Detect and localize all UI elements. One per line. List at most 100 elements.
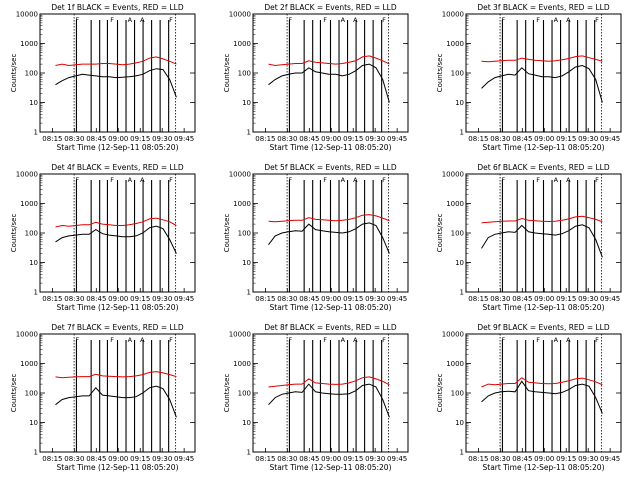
x-tick-label: 09:45 (600, 295, 620, 303)
x-tick-label: 08:30 (490, 455, 510, 463)
y-tick-label: 1000 (446, 360, 464, 368)
event-marker-label: F (288, 16, 292, 24)
x-tick-label: 09:00 (108, 135, 128, 143)
chart-title: Det 4f BLACK = Events, RED = LLD (51, 163, 184, 172)
x-tick-label: 09:45 (174, 295, 194, 303)
y-tick-label: 10 (242, 419, 251, 427)
x-tick-label: 09:30 (152, 135, 172, 143)
x-tick-label: 09:15 (130, 295, 150, 303)
x-tick-label: 09:00 (108, 295, 128, 303)
y-tick-label: 10 (455, 99, 464, 107)
y-tick-label: 10 (455, 419, 464, 427)
x-tick-label: 08:30 (277, 295, 297, 303)
x-tick-label: 09:30 (578, 455, 598, 463)
x-tick-label: 08:45 (299, 295, 319, 303)
x-tick-label: 09:00 (321, 455, 341, 463)
event-marker-label: F (536, 16, 540, 24)
x-tick-label: 09:00 (534, 295, 554, 303)
x-tick-label: 09:30 (152, 455, 172, 463)
event-marker-label: F (501, 336, 505, 344)
x-tick-label: 08:30 (64, 455, 84, 463)
x-tick-label: 08:15 (255, 295, 275, 303)
y-tick-label: 10 (29, 259, 38, 267)
event-marker-label: F (75, 16, 79, 24)
x-tick-label: 08:15 (255, 455, 275, 463)
y-tick-label: 1000 (20, 40, 38, 48)
x-tick-label: 09:15 (556, 135, 576, 143)
lld-series-line (55, 217, 177, 228)
x-tick-label: 08:45 (86, 135, 106, 143)
x-tick-label: 09:30 (152, 295, 172, 303)
start-time-label: Start Time (12-Sep-11 08:05:20) (57, 463, 179, 472)
y-tick-label: 1 (460, 129, 464, 137)
y-tick-label: 1000 (233, 200, 251, 208)
event-marker-label: A (140, 16, 145, 24)
x-tick-label: 09:45 (600, 455, 620, 463)
chart-panel-3: Det 3f BLACK = Events, RED = LLD F F A A F 1 10… (436, 3, 622, 152)
event-marker-label: A (140, 336, 145, 344)
x-tick-label: 08:30 (64, 135, 84, 143)
event-marker-label: A (128, 16, 133, 24)
lld-series-line (55, 56, 177, 67)
chart-title: Det 5f BLACK = Events, RED = LLD (264, 163, 397, 172)
event-marker-label: F (323, 16, 327, 24)
y-axis-label: Counts/sec (10, 374, 18, 413)
y-tick-label: 1 (247, 129, 251, 137)
y-tick-label: 10000 (229, 171, 251, 179)
x-tick-label: 09:00 (321, 135, 341, 143)
x-tick-label: 09:00 (534, 135, 554, 143)
x-tick-label: 09:15 (343, 295, 363, 303)
x-tick-label: 08:30 (490, 295, 510, 303)
lld-series-line (55, 371, 177, 379)
start-time-label: Start Time (12-Sep-11 08:05:20) (270, 303, 392, 312)
events-series-line (55, 68, 177, 98)
y-axis-label: Counts/sec (10, 214, 18, 253)
event-marker-label: F (595, 176, 599, 184)
chart-panel-9: Det 9f BLACK = Events, RED = LLD F F A A F 1 10… (436, 323, 622, 472)
chart-panel-6: Det 6f BLACK = Events, RED = LLD F F A A F 1 10… (436, 163, 622, 312)
x-tick-label: 09:00 (534, 455, 554, 463)
x-tick-label: 08:15 (255, 135, 275, 143)
x-tick-label: 08:15 (42, 455, 62, 463)
x-tick-label: 09:45 (387, 135, 407, 143)
event-marker-label: A (128, 336, 133, 344)
start-time-label: Start Time (12-Sep-11 08:05:20) (57, 143, 179, 152)
event-marker-label: A (554, 16, 559, 24)
x-tick-label: 09:15 (556, 455, 576, 463)
x-tick-label: 09:15 (130, 455, 150, 463)
event-marker-label: F (536, 336, 540, 344)
x-tick-label: 09:30 (578, 135, 598, 143)
y-tick-label: 10 (455, 259, 464, 267)
event-marker-label: F (169, 336, 173, 344)
lld-series-line (481, 215, 603, 224)
y-tick-label: 10000 (16, 171, 38, 179)
chart-panel-5: Det 5f BLACK = Events, RED = LLD F F A A F 1 10… (223, 163, 409, 312)
events-series-line (268, 63, 390, 103)
chart-title: Det 7f BLACK = Events, RED = LLD (51, 323, 184, 332)
chart-panel-4: Det 4f BLACK = Events, RED = LLD F F A A F 1 10… (10, 163, 196, 312)
y-tick-label: 100 (25, 390, 38, 398)
y-tick-label: 10 (242, 259, 251, 267)
start-time-label: Start Time (12-Sep-11 08:05:20) (270, 143, 392, 152)
event-marker-label: F (595, 16, 599, 24)
x-tick-label: 09:15 (343, 455, 363, 463)
event-marker-label: A (566, 176, 571, 184)
y-tick-label: 1 (460, 449, 464, 457)
y-tick-label: 10000 (16, 11, 38, 19)
chart-title: Det 3f BLACK = Events, RED = LLD (477, 3, 610, 12)
lld-series-line (268, 55, 390, 67)
event-marker-label: A (554, 176, 559, 184)
y-tick-label: 1 (247, 289, 251, 297)
x-tick-label: 09:15 (343, 135, 363, 143)
x-tick-label: 09:45 (387, 295, 407, 303)
y-tick-label: 100 (451, 230, 464, 238)
x-tick-label: 08:45 (512, 295, 532, 303)
x-tick-label: 09:45 (600, 135, 620, 143)
x-tick-label: 09:00 (108, 455, 128, 463)
event-marker-label: F (169, 16, 173, 24)
x-tick-label: 08:15 (468, 455, 488, 463)
event-marker-label: F (110, 336, 114, 344)
x-tick-label: 08:45 (299, 135, 319, 143)
event-marker-label: A (566, 336, 571, 344)
